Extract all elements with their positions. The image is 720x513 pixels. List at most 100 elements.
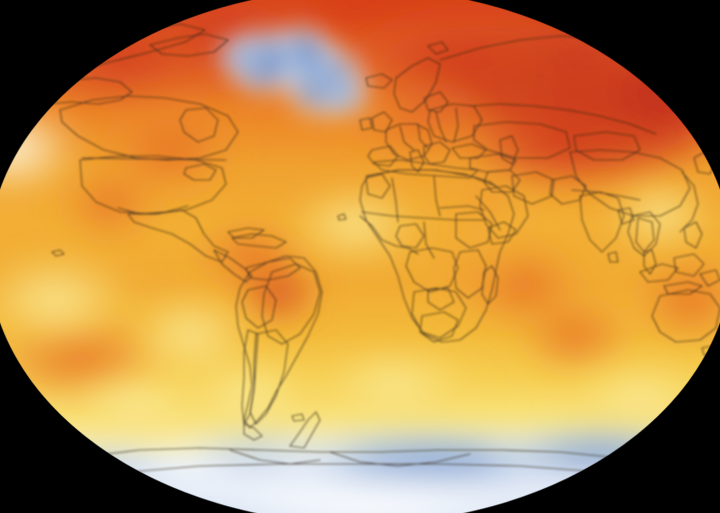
china-coast-warm bbox=[605, 177, 715, 253]
australia-hotspot bbox=[630, 255, 720, 345]
outline-morocco-algeria bbox=[365, 173, 391, 199]
outline-ross-sea bbox=[329, 451, 471, 467]
outline-usa-canada-border bbox=[81, 157, 227, 161]
outline-chad-car-border bbox=[423, 221, 435, 259]
outline-indonesia-sumatra bbox=[639, 263, 679, 283]
southern-ocean-cold-layer bbox=[15, 427, 720, 513]
outline-usa-mexico-border bbox=[117, 205, 189, 215]
outline-philippines bbox=[683, 221, 703, 249]
outline-sri-lanka bbox=[607, 251, 619, 263]
outline-great-lakes bbox=[183, 163, 217, 181]
outline-ireland bbox=[359, 117, 373, 131]
outline-east-africa bbox=[453, 249, 487, 299]
outline-europe-borders-4 bbox=[453, 107, 459, 143]
outline-pakistan-afghan bbox=[549, 175, 587, 205]
outline-brazil bbox=[261, 263, 321, 345]
outline-canada-arctic-islands bbox=[149, 33, 229, 57]
outline-argentina bbox=[249, 329, 289, 425]
outline-southeast-asia bbox=[627, 211, 661, 257]
outline-antarctica-inner bbox=[69, 463, 661, 483]
outline-indochina bbox=[635, 217, 655, 253]
outline-caspian bbox=[499, 135, 519, 165]
outline-kazakhstan bbox=[473, 121, 571, 159]
outline-sudan-ethiopia bbox=[455, 211, 493, 249]
outline-europe-borders-3 bbox=[435, 111, 447, 143]
southern-pacific-warm bbox=[55, 367, 215, 443]
outline-hawaii bbox=[51, 249, 65, 257]
outline-indonesia-java bbox=[663, 281, 703, 295]
south-atlantic-warm bbox=[305, 345, 485, 425]
outline-borneo bbox=[673, 253, 705, 277]
outline-black-sea bbox=[451, 143, 487, 159]
mild-warm-layer bbox=[0, 100, 720, 443]
outline-algeria-libya-border bbox=[391, 177, 399, 223]
outline-italy bbox=[409, 149, 425, 173]
outline-southern-africa bbox=[411, 287, 467, 339]
outline-europe-borders-2 bbox=[417, 123, 429, 149]
outline-peru-bolivia bbox=[241, 285, 277, 329]
outline-colombia-venezuela bbox=[245, 257, 301, 281]
outline-eastern-europe bbox=[427, 103, 483, 143]
outline-africa bbox=[359, 169, 515, 343]
outline-iceland bbox=[365, 73, 393, 89]
outline-madagascar bbox=[481, 265, 499, 305]
outline-central-america bbox=[213, 249, 253, 283]
outline-weddell-sea bbox=[229, 449, 321, 465]
outline-scandinavia bbox=[393, 57, 441, 113]
outline-red-sea bbox=[475, 195, 501, 231]
outline-south-africa bbox=[419, 311, 459, 343]
outline-bangladesh bbox=[617, 207, 635, 225]
outline-hudson-bay bbox=[179, 107, 219, 143]
outline-baltic bbox=[423, 91, 449, 113]
baffin-cold bbox=[210, 28, 270, 82]
central-asia-hotspot bbox=[450, 108, 670, 192]
iceland-cold bbox=[315, 69, 375, 121]
coastlines-and-borders bbox=[17, 23, 720, 483]
outline-turkey bbox=[469, 153, 517, 173]
outline-cape-verde bbox=[337, 213, 347, 221]
outline-north-africa-coast bbox=[365, 169, 497, 187]
outline-australia bbox=[651, 289, 720, 343]
outline-antarctic-peninsula bbox=[289, 411, 321, 449]
south-indian-hotspot bbox=[515, 295, 635, 375]
outline-british-isles bbox=[371, 111, 393, 133]
outline-western-europe bbox=[385, 123, 433, 161]
outline-malay-peninsula bbox=[643, 249, 657, 275]
outline-siberia-borders bbox=[469, 103, 657, 135]
outline-mediterranean bbox=[373, 159, 479, 179]
outline-chile bbox=[241, 329, 259, 425]
outline-falklands bbox=[291, 413, 305, 422]
outline-new-guinea bbox=[699, 269, 720, 287]
outline-nigeria bbox=[395, 223, 425, 249]
outline-europe-borders-1 bbox=[399, 125, 415, 151]
outline-egypt-sudan-border bbox=[439, 205, 485, 211]
outline-iran bbox=[511, 171, 555, 205]
outline-south-america bbox=[235, 255, 323, 429]
outline-balkans bbox=[423, 141, 451, 165]
outline-sahel-border bbox=[361, 211, 485, 221]
cold-anomaly-layer bbox=[210, 20, 375, 123]
east-pacific-warm bbox=[0, 250, 140, 350]
antarctic-interior bbox=[170, 465, 590, 513]
outline-libya-egypt-border bbox=[433, 175, 441, 217]
outline-congo bbox=[405, 247, 459, 293]
outline-arabia bbox=[479, 185, 529, 239]
outline-patagonia-tip bbox=[243, 423, 263, 441]
drake-passage-cold bbox=[160, 430, 350, 480]
outline-horn-of-africa bbox=[487, 221, 517, 245]
outline-west-africa-coast bbox=[359, 215, 419, 255]
europe-hotspot bbox=[340, 78, 500, 162]
outline-usa bbox=[79, 155, 227, 215]
west-africa-warm bbox=[285, 185, 425, 265]
outline-china-coast bbox=[679, 171, 699, 233]
outline-cuba bbox=[227, 227, 265, 239]
outline-caribbean bbox=[231, 233, 287, 249]
amazon-hotspot bbox=[190, 220, 310, 290]
outline-svalbard bbox=[427, 41, 449, 55]
outline-iberia bbox=[367, 145, 399, 167]
outline-canada-mainland bbox=[59, 95, 239, 161]
